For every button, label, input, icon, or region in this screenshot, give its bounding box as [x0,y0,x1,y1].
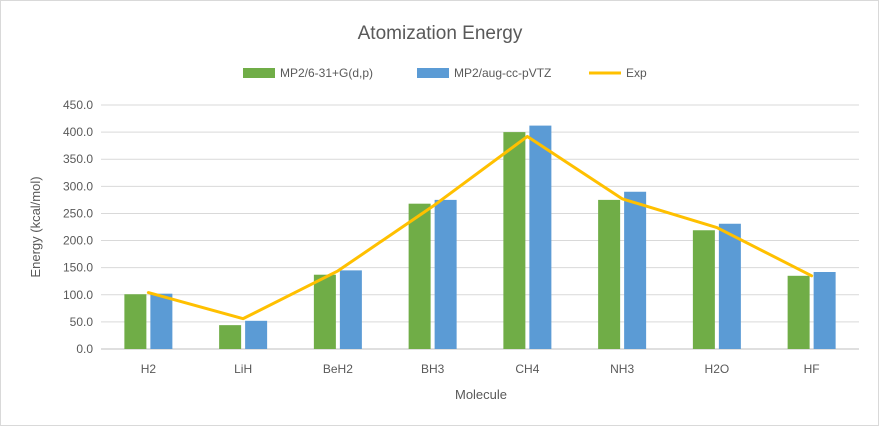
y-tick-label: 350.0 [63,152,93,166]
bars [124,125,836,349]
x-tick-label: NH3 [610,362,634,376]
x-tick-label: LiH [234,362,252,376]
y-tick-label: 300.0 [63,179,93,193]
bar-BeH2-series-1 [339,270,362,349]
legend-label: Exp [626,66,647,80]
bar-CH4-series-1 [529,125,552,349]
y-tick-label: 250.0 [63,206,93,220]
bar-H2-series-0 [124,294,147,349]
bar-H2O-series-0 [692,230,715,349]
x-axis-ticks: H2 LiH BeH2 BH3 CH4 NH3 H2O HF [141,362,820,376]
bar-HF-series-0 [787,275,810,349]
x-tick-label: H2O [705,362,730,376]
y-tick-label: 200.0 [63,234,93,248]
bar-CH4-series-0 [503,132,526,349]
bar-BH3-series-0 [408,203,431,349]
y-tick-label: 50.0 [70,315,94,329]
x-axis-title: Molecule [455,387,507,402]
y-tick-label: 400.0 [63,125,93,139]
line-series-exp [146,134,814,321]
bar-NH3-series-0 [598,199,621,349]
legend-swatch [243,68,275,78]
x-tick-label: BH3 [421,362,445,376]
bar-LiH-series-1 [245,320,268,349]
gridlines [101,104,859,350]
y-tick-label: 100.0 [63,288,93,302]
bar-NH3-series-1 [624,191,647,349]
bar-LiH-series-0 [219,325,242,349]
chart-title: Atomization Energy [358,23,523,44]
y-axis-title: Energy (kcal/mol) [28,176,43,277]
bar-H2O-series-1 [718,223,741,349]
x-tick-label: HF [804,362,820,376]
legend-swatch [417,68,449,78]
y-tick-label: 0.0 [76,342,93,356]
x-tick-label: H2 [141,362,157,376]
bar-HF-series-1 [813,272,836,349]
bar-BeH2-series-0 [313,274,336,349]
legend-label: MP2/6-31+G(d,p) [280,66,373,80]
legend-label: MP2/aug-cc-pVTZ [454,66,551,80]
x-tick-label: CH4 [515,362,539,376]
y-tick-label: 450.0 [63,98,93,112]
bar-BH3-series-1 [434,199,457,349]
bar-H2-series-1 [150,293,173,349]
lines [146,134,814,321]
y-axis-ticks: 0.0 50.0 100.0 150.0 200.0 250.0 300.0 350.0 400… [63,98,93,356]
y-tick-label: 150.0 [63,261,93,275]
legend: MP2/6-31+G(d,p) MP2/aug-cc-pVTZ Exp [243,66,647,80]
x-tick-label: BeH2 [323,362,353,376]
